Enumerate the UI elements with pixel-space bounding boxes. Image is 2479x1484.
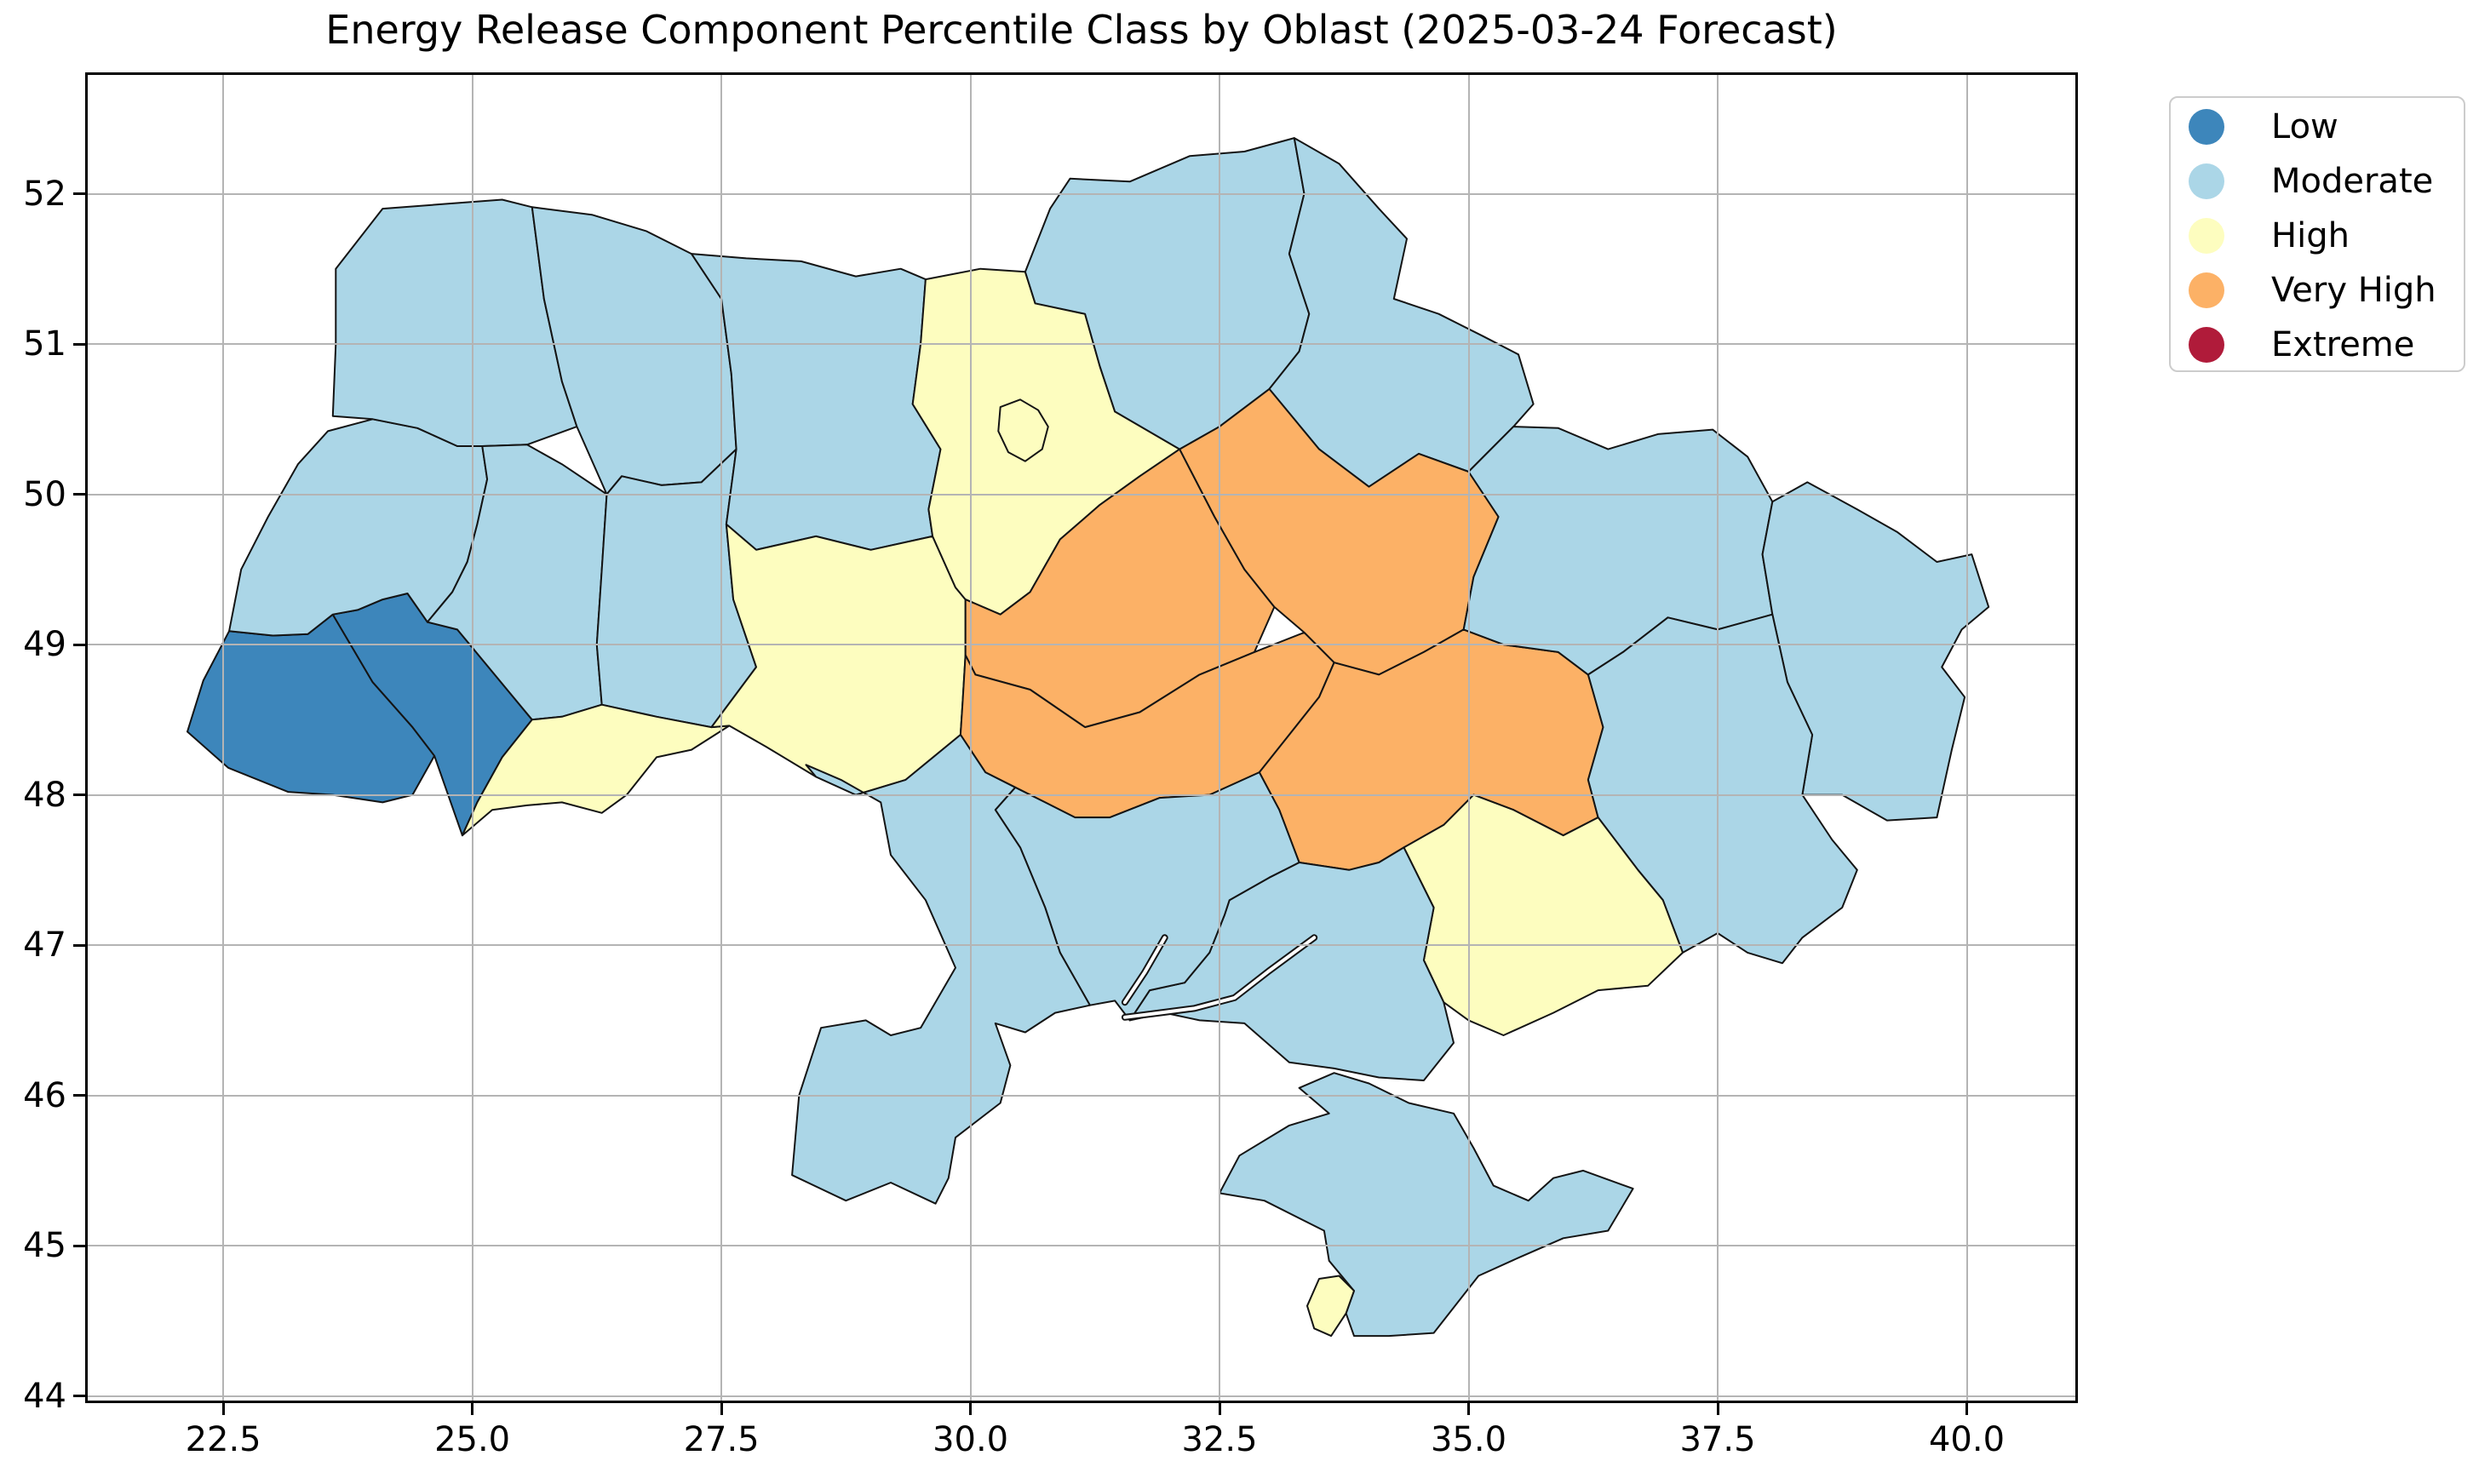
x-tick-label-30.0: 30.0 (932, 1420, 1009, 1459)
x-tick-label-27.5: 27.5 (683, 1420, 760, 1459)
legend-item-extreme: Extreme (2171, 318, 2464, 372)
x-tick-40.0 (1965, 1403, 1968, 1415)
gridline-y-51 (88, 343, 2075, 345)
gridline-x-37.5 (1717, 75, 1719, 1401)
x-tick-27.5 (720, 1403, 723, 1415)
region-kyiv-city (997, 398, 1049, 462)
gridline-x-32.5 (1219, 75, 1220, 1401)
gridline-x-27.5 (720, 75, 723, 1401)
y-tick-label-50: 50 (23, 474, 66, 514)
legend-swatch-extreme (2189, 327, 2224, 363)
y-tick-label-48: 48 (23, 775, 66, 815)
region-crimea (1219, 1072, 1634, 1338)
y-tick-46 (73, 1094, 85, 1097)
legend-label-moderate: Moderate (2271, 162, 2434, 201)
legend-label-very_high: Very High (2271, 271, 2436, 310)
region-rivne (531, 206, 737, 496)
river-0 (1122, 936, 1317, 1019)
y-tick-label-51: 51 (23, 324, 66, 364)
gridline-x-40.0 (1965, 75, 1968, 1401)
region-odesa (791, 734, 1091, 1205)
y-tick-50 (73, 493, 85, 496)
x-tick-37.5 (1716, 1403, 1719, 1415)
y-tick-label-46: 46 (23, 1075, 66, 1115)
gridline-y-49 (88, 644, 2075, 646)
y-tick-label-49: 49 (23, 625, 66, 665)
x-tick-25.0 (471, 1403, 474, 1415)
x-tick-30.0 (969, 1403, 973, 1415)
legend-swatch-moderate (2189, 163, 2224, 199)
region-sumy (1268, 137, 1535, 488)
legend-swatch-very_high (2189, 272, 2224, 308)
gridline-x-30.0 (969, 75, 972, 1401)
gridline-x-35.0 (1467, 75, 1470, 1401)
gridline-y-50 (88, 493, 2075, 496)
x-tick-32.5 (1218, 1403, 1221, 1415)
x-tick-35.0 (1467, 1403, 1470, 1415)
y-tick-45 (73, 1244, 85, 1247)
gridline-y-47 (88, 944, 2075, 947)
y-tick-label-47: 47 (23, 925, 66, 965)
y-tick-44 (73, 1395, 85, 1398)
legend-label-low: Low (2271, 107, 2338, 146)
y-tick-52 (73, 192, 85, 195)
y-tick-label-45: 45 (23, 1226, 66, 1266)
river-1 (1122, 936, 1167, 1005)
gridline-y-44 (88, 1395, 2075, 1397)
y-tick-label-52: 52 (23, 174, 66, 214)
y-tick-47 (73, 943, 85, 947)
gridline-y-46 (88, 1094, 2075, 1097)
x-tick-label-22.5: 22.5 (185, 1420, 261, 1459)
y-tick-48 (73, 794, 85, 797)
legend-item-low: Low (2171, 100, 2464, 154)
gridline-x-25.0 (471, 75, 473, 1401)
x-tick-label-32.5: 32.5 (1181, 1420, 1258, 1459)
y-tick-label-44: 44 (23, 1376, 66, 1416)
region-sevastopol (1306, 1275, 1355, 1338)
legend-swatch-low (2189, 109, 2224, 145)
ukraine-choropleth-map (186, 137, 1990, 1338)
x-tick-label-37.5: 37.5 (1679, 1420, 1756, 1459)
y-tick-49 (73, 643, 85, 646)
region-donetsk (1587, 613, 1858, 965)
gridline-y-48 (88, 794, 2075, 796)
legend: Low Moderate High Very High Extreme (2169, 96, 2465, 372)
gridline-x-22.5 (222, 75, 225, 1401)
gridline-y-52 (88, 192, 2075, 195)
gridline-y-45 (88, 1245, 2075, 1247)
y-tick-51 (73, 342, 85, 346)
x-tick-label-25.0: 25.0 (434, 1420, 511, 1459)
legend-label-extreme: Extreme (2271, 325, 2415, 364)
chart-title: Energy Release Component Percentile Clas… (325, 7, 1838, 53)
x-tick-label-35.0: 35.0 (1430, 1420, 1507, 1459)
legend-swatch-high (2189, 218, 2224, 254)
x-tick-label-40.0: 40.0 (1928, 1420, 2006, 1459)
legend-item-moderate: Moderate (2171, 154, 2464, 209)
plot-area (88, 75, 2075, 1401)
legend-item-very_high: Very High (2171, 263, 2464, 318)
legend-item-high: High (2171, 209, 2464, 263)
x-tick-22.5 (221, 1403, 225, 1415)
legend-label-high: High (2271, 216, 2350, 255)
